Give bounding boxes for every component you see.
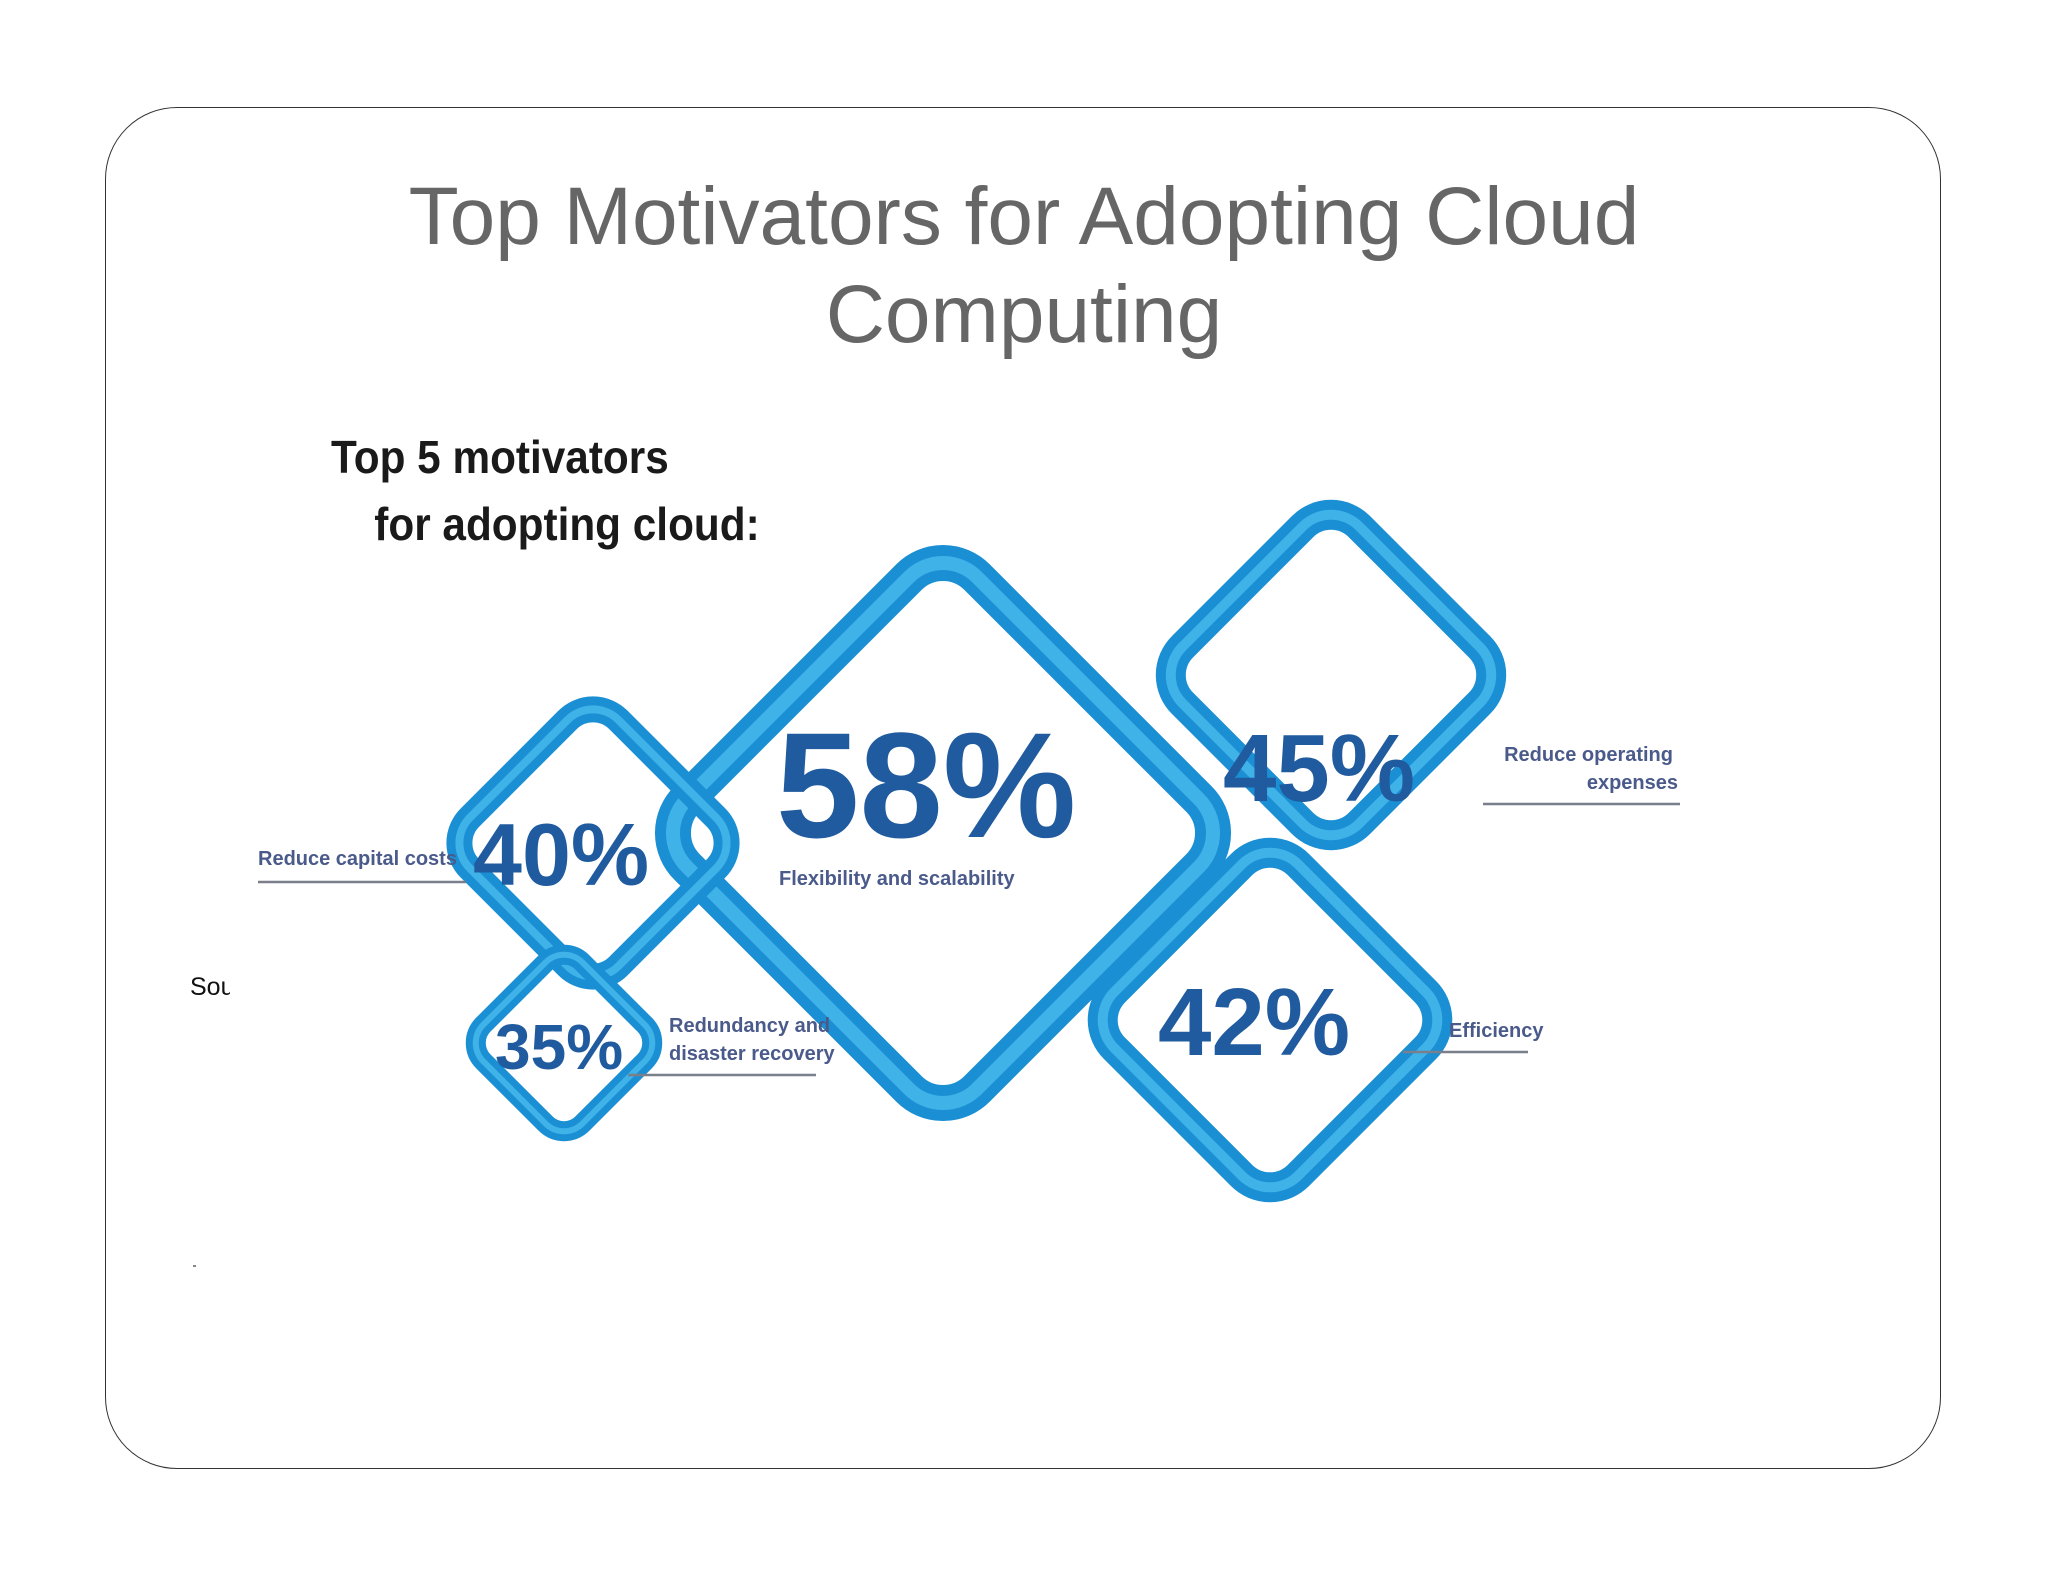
value-45: 45% [1223,715,1415,822]
label-45-line2: expenses [1587,772,1678,794]
label-40: Reduce capital costs [258,848,457,870]
slide-title-line1: Top Motivators for Adopting Cloud [408,171,1640,262]
infographic-svg: Top 5 motivators for adopting cloud: [258,432,1680,1203]
label-58: Flexibility and scalability [779,868,1016,890]
diamond-45 [1155,499,1507,851]
slide-title: Top Motivators for Adopting Cloud Comput… [0,168,2048,364]
value-42: 42% [1158,969,1350,1076]
diamond-42 [1087,837,1453,1203]
value-58: 58% [776,701,1076,869]
slide-frame [105,107,1941,1469]
slide-title-line2: Computing [825,269,1223,360]
source-note: Sou [190,973,230,1001]
value-35: 35% [495,1011,623,1083]
label-35-line2: disaster recovery [669,1043,836,1065]
infographic-heading-line1: Top 5 motivators [331,432,669,483]
diamond-40 [446,696,740,990]
infographic-heading-line2: for adopting cloud: [374,499,759,550]
motivators-infographic: Top 5 motivators for adopting cloud: [228,415,1748,1235]
label-35-line1: Redundancy and [669,1015,830,1037]
label-45-line1: Reduce operating [1504,744,1673,766]
value-40: 40% [473,805,649,904]
diamond-35 [465,944,663,1142]
label-42: Efficiency [1449,1020,1544,1042]
diamond-58 [654,544,1232,1122]
footnote-dot [193,1265,196,1267]
